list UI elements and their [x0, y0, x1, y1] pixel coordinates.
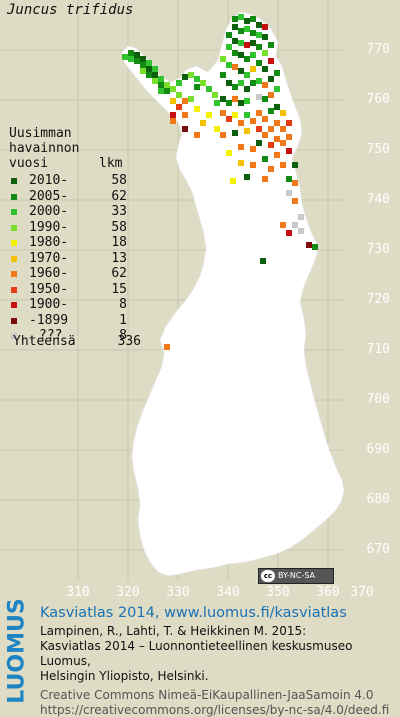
legend-swatch — [11, 318, 17, 324]
y-axis-label: 670 — [367, 542, 390, 557]
legend-count: 1 — [97, 313, 127, 329]
citation-title: Kasviatlas 2014 – Luonnontieteellinen ke… — [40, 639, 400, 669]
x-axis-label: 310 — [66, 585, 89, 600]
legend-row: 1960-62 — [9, 266, 79, 282]
y-axis-label: 770 — [367, 42, 390, 57]
x-axis-label: 320 — [116, 585, 139, 600]
y-axis-label: 760 — [367, 92, 390, 107]
legend-heading-year: vuosi — [9, 156, 48, 171]
legend-swatch — [11, 209, 17, 215]
license-url[interactable]: https://creativecommons.org/licenses/by-… — [40, 703, 400, 717]
citation-authors: Lampinen, R., Lahti, T. & Heikkinen M. 2… — [40, 624, 400, 639]
legend-total-label: Yhteensä — [13, 334, 76, 349]
x-axis-label: 360 — [316, 585, 339, 600]
legend-row: 2005-62 — [9, 189, 79, 205]
legend-row: 1980-18 — [9, 235, 79, 251]
luomus-logo-text: LUOMUS — [5, 598, 30, 703]
license-badge[interactable]: cc BY-NC-SA — [258, 568, 334, 584]
x-axis-label: 370 — [350, 585, 373, 600]
legend-row: 1950-15 — [9, 282, 79, 298]
luomus-logo: LUOMUS — [2, 604, 32, 698]
y-axis-label: 700 — [367, 392, 390, 407]
legend: Uusimman havainnon vuosi lkm 2010-58 200… — [9, 126, 79, 344]
legend-count: 58 — [97, 173, 127, 189]
legend-swatch — [11, 302, 17, 308]
legend-label: 1960- — [29, 266, 68, 282]
legend-count: 13 — [97, 251, 127, 267]
legend-label: 1900- — [29, 297, 68, 313]
y-axis-label: 740 — [367, 192, 390, 207]
y-axis-label: 690 — [367, 442, 390, 457]
legend-total-count: 336 — [111, 334, 141, 349]
legend-swatch — [11, 194, 17, 200]
legend-swatch — [11, 178, 17, 184]
y-axis-label: 720 — [367, 292, 390, 307]
legend-heading-count: lkm — [99, 156, 122, 171]
license-name: Creative Commons Nimeä-EiKaupallinen-Jaa… — [40, 688, 400, 703]
legend-count: 33 — [97, 204, 127, 220]
legend-label: 2010- — [29, 173, 68, 189]
legend-label: 1970- — [29, 251, 68, 267]
legend-label: 1980- — [29, 235, 68, 251]
x-axis-label: 350 — [266, 585, 289, 600]
legend-count: 8 — [97, 297, 127, 313]
citation-publisher: Helsingin Yliopisto, Helsinki. — [40, 669, 400, 684]
legend-label: 2005- — [29, 189, 68, 205]
y-axis-label: 750 — [367, 142, 390, 157]
species-title: Juncus trifidus — [7, 2, 133, 18]
legend-row: 2010-58 — [9, 173, 79, 189]
legend-row: 1990-58 — [9, 220, 79, 236]
legend-swatch — [11, 256, 17, 262]
legend-count: 62 — [97, 266, 127, 282]
legend-swatch — [11, 240, 17, 246]
legend-swatch — [11, 225, 17, 231]
legend-row: 1970-13 — [9, 251, 79, 267]
x-axis-label: 340 — [216, 585, 239, 600]
legend-heading-line-2: havainnon — [9, 141, 79, 156]
license-badge-text: BY-NC-SA — [278, 569, 315, 583]
legend-row: 2000-33 — [9, 204, 79, 220]
legend-label: -1899 — [29, 313, 68, 329]
y-axis-label: 680 — [367, 492, 390, 507]
legend-count: 15 — [97, 282, 127, 298]
legend-count: 62 — [97, 189, 127, 205]
legend-swatch — [11, 271, 17, 277]
legend-total: Yhteensä 336 — [13, 334, 76, 349]
kasviatlas-link[interactable]: Kasviatlas 2014, www.luomus.fi/kasviatla… — [40, 604, 400, 622]
legend-heading-line-3: vuosi lkm — [9, 156, 79, 171]
legend-count: 18 — [97, 235, 127, 251]
legend-label: 1990- — [29, 220, 68, 236]
creative-commons-icon: cc — [261, 570, 275, 582]
x-axis-label: 330 — [166, 585, 189, 600]
y-axis-label: 730 — [367, 242, 390, 257]
legend-count: 58 — [97, 220, 127, 236]
legend-label: 2000- — [29, 204, 68, 220]
legend-swatch — [11, 287, 17, 293]
y-axis-label: 710 — [367, 342, 390, 357]
legend-heading-line-1: Uusimman — [9, 126, 79, 141]
credits: Kasviatlas 2014, www.luomus.fi/kasviatla… — [40, 604, 400, 717]
legend-row: 1900-8 — [9, 297, 79, 313]
legend-label: 1950- — [29, 282, 68, 298]
